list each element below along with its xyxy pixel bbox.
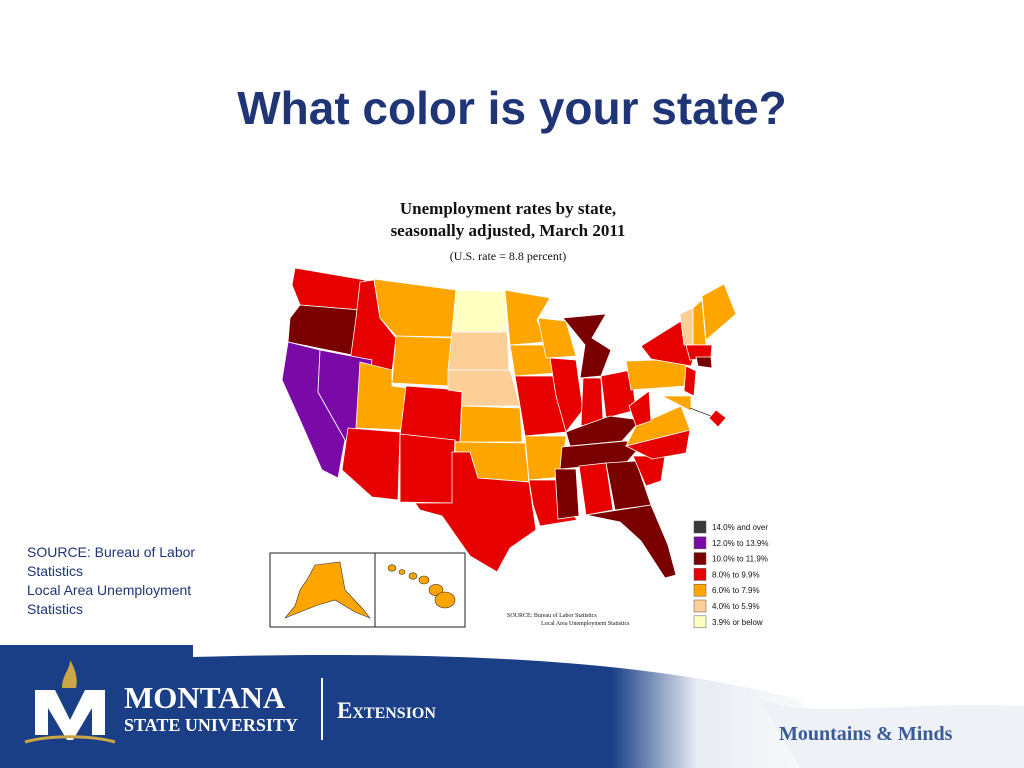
legend-label: 6.0% to 7.9% [712,586,760,595]
us-map [281,267,737,579]
legend-label: 8.0% to 9.9% [712,570,760,579]
state [683,365,697,397]
hawaii-island [398,569,406,575]
state [701,283,737,341]
map-title: Unemployment rates by state, [400,199,616,218]
legend-label: 4.0% to 5.9% [712,602,760,611]
legend-swatch [693,536,707,550]
state [562,313,612,379]
state [451,289,507,333]
footer-brand: MONTANA [124,680,286,715]
footer-slogan: Mountains & Minds [779,723,953,745]
legend-swatch [693,615,707,629]
alaska [284,561,371,619]
footer-band-light [760,700,1024,768]
legend-swatch [693,568,707,581]
footer-unit: Extension [337,698,436,723]
state [578,462,614,516]
footer-brand-sub: STATE UNIVERSITY [124,715,298,735]
state [414,451,537,573]
legend-swatch [693,520,707,534]
state [625,405,691,447]
hawaii-island [434,591,456,609]
logo [24,660,116,744]
state [373,278,457,338]
footer-band [0,645,850,768]
state [695,356,713,369]
hawaii-island [387,564,397,572]
state [399,385,463,443]
state [554,468,580,520]
legend-swatch [693,552,707,565]
hawaii-island [428,584,444,596]
legend-label: 14.0% and over [712,523,768,532]
state [287,304,361,356]
source-note: Statistics [27,601,83,617]
state [585,504,677,579]
state [549,357,584,433]
map-subtitle: (U.S. rate = 8.8 percent) [450,249,566,263]
state [399,433,456,504]
insets [284,561,456,619]
state [291,267,366,311]
state [628,390,652,427]
state [459,405,523,443]
legend-label: 3.9% or below [712,618,763,627]
state [537,317,577,359]
source-note: SOURCE: Bureau of Labor [27,544,195,560]
hawaii-island [408,572,418,580]
state [661,395,692,412]
source-note: Statistics [27,563,83,579]
hawaii-island [418,575,430,585]
state [341,427,401,501]
state [391,335,453,387]
legend-swatch [693,583,707,597]
slide-title: What color is your state? [237,82,787,134]
map-source: SOURCE: Bureau of Labor Statistics [507,612,597,619]
map-title: seasonally adjusted, March 2011 [391,221,626,240]
state [708,409,727,428]
map-source: Local Area Unemployment Statistics [541,621,630,627]
source-note: Local Area Unemployment [27,582,191,598]
state [447,331,510,371]
state [580,377,604,427]
legend-swatch [693,599,707,613]
legend: 14.0% and over 12.0% to 13.9% 10.0% to 11.… [693,520,768,629]
legend-label: 10.0% to 11.9% [712,555,768,564]
legend-label: 12.0% to 13.9% [712,539,768,548]
